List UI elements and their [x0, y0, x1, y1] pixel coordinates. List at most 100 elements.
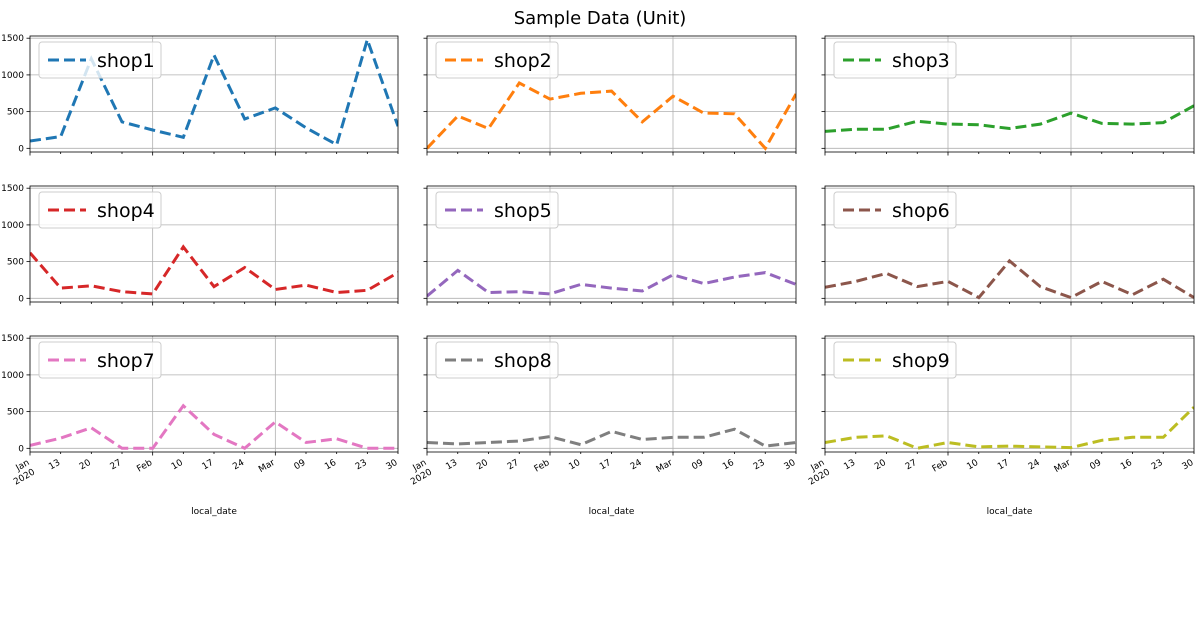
y-tick-label: 500	[7, 258, 24, 268]
x-tick-label-line: 30	[385, 458, 400, 473]
x-tick-label-line: Feb	[931, 458, 950, 475]
x-tick-label: 17	[201, 458, 216, 472]
x-tick-label-line: 16	[323, 458, 338, 473]
x-tick-label: 30	[385, 458, 400, 473]
y-tick-label: 1500	[1, 34, 24, 44]
x-tick-label: 10	[965, 458, 980, 473]
y-tick-label: 1500	[1, 184, 24, 194]
legend-box	[435, 191, 559, 229]
y-tick-label: 500	[7, 408, 24, 418]
x-tick-label-line: 10	[567, 458, 582, 473]
x-tick-label-line: 27	[904, 458, 919, 472]
x-tick-label: 24	[1027, 458, 1042, 473]
x-tick-label: 13	[444, 458, 459, 472]
x-tick-label: 24	[629, 458, 644, 473]
x-tick-label: 30	[1181, 458, 1196, 473]
legend-label-shop4: shop4	[97, 200, 155, 222]
x-axis-label: local_date	[987, 507, 1033, 517]
legend-box	[38, 341, 162, 379]
panel-shop1: 0 500 1000 1500 shop1	[1, 34, 399, 156]
x-tick-label-line: 23	[354, 458, 369, 472]
x-tick-label-line: 30	[1181, 458, 1196, 473]
x-tick-label-line: Feb	[135, 458, 154, 475]
x-tick-label: 23	[752, 458, 767, 472]
x-tick-label: 13	[47, 458, 62, 472]
legend-label-shop7: shop7	[97, 350, 155, 372]
x-tick-label-line: 13	[444, 458, 459, 472]
x-tick-label: 17	[598, 458, 613, 472]
panel-shop4: 0 500 1000 1500 shop4	[1, 184, 399, 306]
series-line-shop4	[30, 244, 398, 296]
x-tick-label: Mar	[1053, 458, 1073, 475]
x-tick-label-line: Mar	[257, 458, 277, 475]
x-tick-label: 10	[567, 458, 582, 473]
legend-label-shop8: shop8	[494, 350, 552, 372]
legend-label-shop2: shop2	[494, 50, 552, 72]
x-tick-label: 16	[323, 458, 338, 473]
x-tick-label: 09	[1088, 458, 1103, 473]
x-tick-label: 27	[904, 458, 919, 472]
legend-box	[435, 41, 559, 79]
y-tick-label: 1000	[1, 221, 24, 231]
series-line-shop3	[825, 104, 1194, 133]
x-tick-label-line: 23	[752, 458, 767, 472]
x-tick-label-line: 17	[996, 458, 1011, 472]
x-tick-label-line: 27	[506, 458, 521, 472]
x-tick-label: 23	[1150, 458, 1165, 472]
x-tick-label-line: 16	[721, 458, 736, 473]
x-tick-label: 20	[475, 458, 490, 473]
panel-shop6: shop6	[821, 185, 1195, 306]
series-line-shop9	[825, 406, 1194, 450]
x-tick-label: 16	[1119, 458, 1134, 473]
y-tick-label: 500	[7, 108, 24, 118]
x-tick-label: 16	[721, 458, 736, 473]
x-tick-label: Feb	[135, 458, 154, 475]
panel-shop5: shop5	[423, 185, 797, 306]
legend-label-shop6: shop6	[892, 200, 950, 222]
y-tick-label: 0	[18, 144, 24, 154]
x-tick-label: 17	[996, 458, 1011, 472]
x-axis-label: local_date	[589, 507, 635, 517]
x-tick-label-line: Mar	[655, 458, 675, 475]
x-tick-label-line: 09	[293, 458, 308, 473]
panel-shop2: shop2	[423, 35, 797, 156]
x-tick-label: Jan2020	[404, 458, 435, 488]
x-tick-label-line: 20	[78, 458, 93, 473]
x-tick-label: 20	[873, 458, 888, 473]
panel-shop8: Jan2020 13 20 27 Feb 10 17 24 Mar 09 16 23 30 local_d…	[404, 335, 798, 517]
x-tick-label-line: 17	[598, 458, 613, 472]
y-tick-label: 1000	[1, 71, 24, 81]
x-tick-label-line: 10	[170, 458, 185, 473]
x-tick-label: Mar	[257, 458, 277, 475]
x-tick-label-line: 17	[201, 458, 216, 472]
x-tick-label-line: Mar	[1053, 458, 1073, 475]
x-tick-label: Jan2020	[802, 458, 833, 488]
x-tick-label: 09	[293, 458, 308, 473]
x-tick-label: Feb	[533, 458, 552, 475]
x-tick-label-line: 20	[475, 458, 490, 473]
x-tick-label-line: 24	[629, 458, 644, 473]
x-tick-label-line: 16	[1119, 458, 1134, 473]
y-tick-label: 1500	[1, 334, 24, 344]
y-tick-label: 1000	[1, 371, 24, 381]
x-tick-label: 10	[170, 458, 185, 473]
x-tick-label-line: 10	[965, 458, 980, 473]
y-tick-label: 0	[18, 444, 24, 454]
x-tick-label: 27	[109, 458, 124, 472]
x-tick-label-line: 20	[873, 458, 888, 473]
y-tick-label: 0	[18, 294, 24, 304]
legend-box	[38, 41, 162, 79]
x-tick-label: 23	[354, 458, 369, 472]
x-tick-label-line: 09	[1088, 458, 1103, 473]
series-line-shop7	[30, 403, 398, 451]
x-tick-label: 09	[690, 458, 705, 473]
legend-box	[435, 341, 559, 379]
x-tick-label-line: 23	[1150, 458, 1165, 472]
panel-shop9: Jan2020 13 20 27 Feb 10 17 24 Mar 09 16 23 30 local_d…	[802, 335, 1196, 517]
x-tick-label: 13	[842, 458, 857, 472]
series-line-shop6	[825, 258, 1194, 300]
legend-box	[833, 341, 957, 379]
x-tick-label-line: 24	[1027, 458, 1042, 473]
x-tick-label-line: 09	[690, 458, 705, 473]
